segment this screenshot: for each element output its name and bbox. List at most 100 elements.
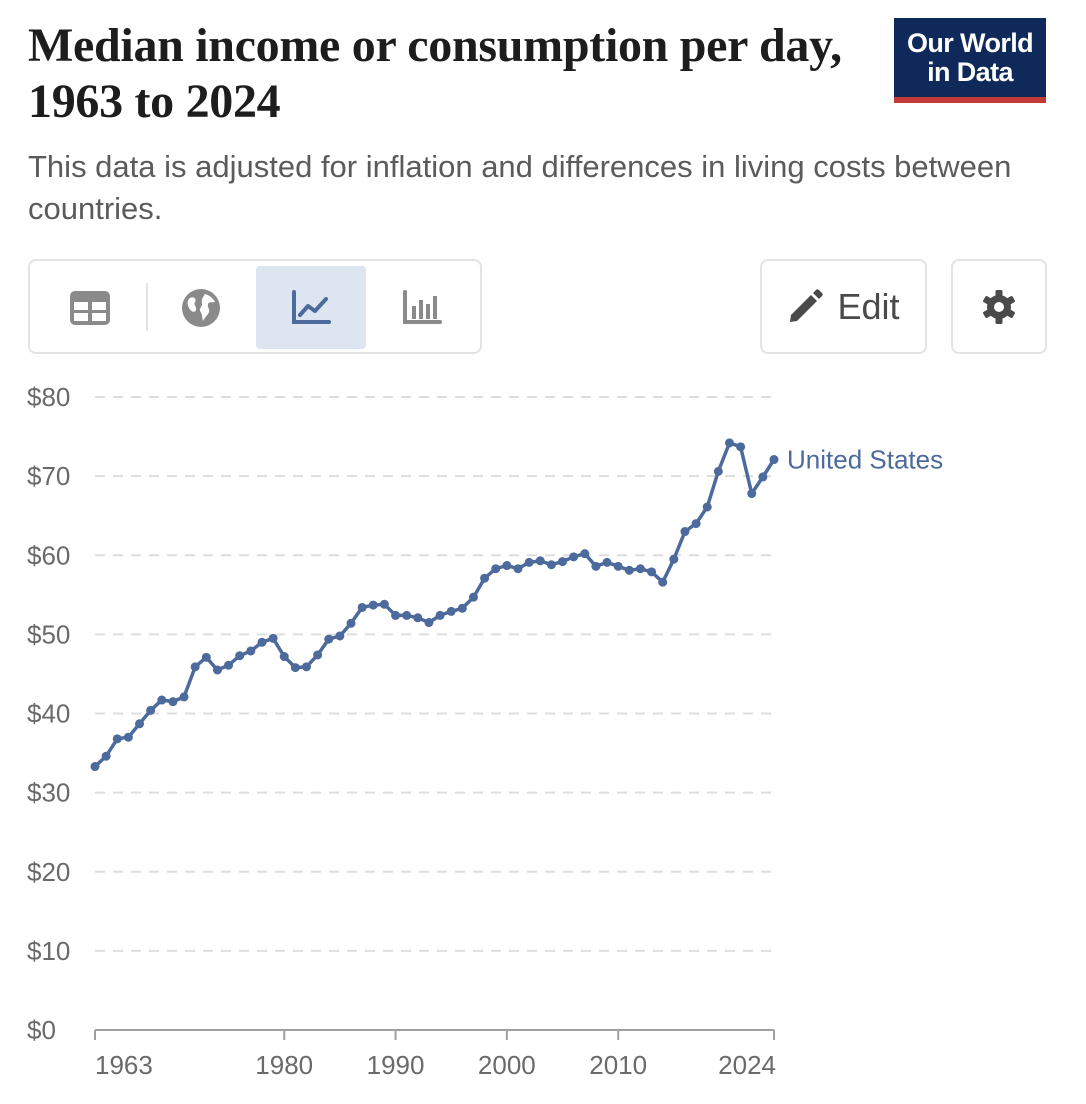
y-tick-label: $30 xyxy=(27,778,70,808)
data-point[interactable] xyxy=(502,561,512,571)
data-point[interactable] xyxy=(346,618,356,628)
owid-logo[interactable]: Our World in Data xyxy=(894,18,1046,103)
data-point[interactable] xyxy=(146,705,156,715)
data-point[interactable] xyxy=(201,652,211,662)
pencil-icon xyxy=(790,288,824,322)
data-point[interactable] xyxy=(613,561,623,571)
view-tab-bar xyxy=(28,259,482,354)
data-point[interactable] xyxy=(391,610,401,620)
data-point[interactable] xyxy=(101,751,111,761)
data-point[interactable] xyxy=(769,455,779,465)
data-point[interactable] xyxy=(335,631,345,641)
data-point[interactable] xyxy=(624,565,634,575)
x-tick-label: 2000 xyxy=(478,1050,536,1080)
edit-button[interactable]: Edit xyxy=(760,259,927,354)
y-tick-label: $70 xyxy=(27,461,70,491)
data-point[interactable] xyxy=(546,560,556,570)
line-chart: $0 $10 $20 $30 $40 $50 $60 $70 $80 1963 1980 1990 2… xyxy=(27,382,943,1080)
data-point[interactable] xyxy=(313,650,323,660)
data-point[interactable] xyxy=(235,651,245,661)
tab-divider xyxy=(146,283,148,331)
data-point[interactable] xyxy=(558,557,568,567)
data-point[interactable] xyxy=(602,557,612,567)
x-tick-label: 1980 xyxy=(255,1050,313,1080)
edit-button-label: Edit xyxy=(837,285,900,327)
data-point[interactable] xyxy=(212,665,222,675)
x-tick-label: 1963 xyxy=(95,1050,153,1080)
data-point[interactable] xyxy=(691,519,701,529)
data-point[interactable] xyxy=(446,606,456,616)
data-point[interactable] xyxy=(713,466,723,476)
data-point[interactable] xyxy=(669,554,679,564)
data-point[interactable] xyxy=(424,618,434,628)
tab-chart[interactable] xyxy=(256,266,366,349)
data-point[interactable] xyxy=(90,762,100,772)
data-point[interactable] xyxy=(246,646,256,656)
data-point[interactable] xyxy=(290,663,300,673)
data-point[interactable] xyxy=(324,634,334,644)
logo-line-1: Our World xyxy=(906,27,1034,58)
y-tick-label: $20 xyxy=(27,857,70,887)
data-point[interactable] xyxy=(224,660,234,670)
series-layer: United States xyxy=(90,438,943,772)
y-tick-label: $80 xyxy=(27,382,70,412)
data-point[interactable] xyxy=(301,662,311,672)
series-line-united-states[interactable] xyxy=(93,441,776,768)
series-label-united-states[interactable]: United States xyxy=(787,445,943,475)
data-point[interactable] xyxy=(157,695,167,705)
data-point[interactable] xyxy=(279,652,289,662)
y-tick-label: $50 xyxy=(27,619,70,649)
data-point[interactable] xyxy=(658,577,668,587)
data-point[interactable] xyxy=(357,602,367,612)
data-point[interactable] xyxy=(112,734,122,744)
y-tick-label: $60 xyxy=(27,540,70,570)
data-point[interactable] xyxy=(513,564,523,574)
data-point[interactable] xyxy=(468,592,478,602)
y-tick-label: $40 xyxy=(27,699,70,729)
x-tick-label: 2010 xyxy=(589,1050,647,1080)
logo-line-2: in Data xyxy=(927,56,1013,87)
data-point[interactable] xyxy=(724,438,734,448)
data-point[interactable] xyxy=(535,556,545,566)
data-point[interactable] xyxy=(268,633,278,643)
data-point[interactable] xyxy=(702,502,712,512)
data-point[interactable] xyxy=(457,603,467,613)
data-point[interactable] xyxy=(591,561,601,571)
data-point[interactable] xyxy=(524,557,534,567)
data-point[interactable] xyxy=(736,442,746,452)
settings-button[interactable] xyxy=(951,259,1047,354)
data-point[interactable] xyxy=(368,600,378,610)
tab-table[interactable] xyxy=(35,266,145,349)
x-tick-label: 1990 xyxy=(367,1050,425,1080)
data-point[interactable] xyxy=(190,662,200,672)
data-point[interactable] xyxy=(435,610,445,620)
chart-subtitle: This data is adjusted for inflation and … xyxy=(28,149,1012,226)
data-point[interactable] xyxy=(179,692,189,702)
data-point[interactable] xyxy=(569,552,579,562)
data-point[interactable] xyxy=(680,527,690,537)
data-point[interactable] xyxy=(379,599,389,609)
data-point[interactable] xyxy=(123,732,133,742)
bar-chart-icon xyxy=(403,289,442,324)
data-point[interactable] xyxy=(402,610,412,620)
data-point[interactable] xyxy=(480,573,490,583)
x-tick-label: 2024 xyxy=(718,1050,776,1080)
chart-title: Median income or consumption per day, 19… xyxy=(28,19,842,128)
data-point[interactable] xyxy=(491,564,501,574)
data-point[interactable] xyxy=(747,489,757,499)
data-point[interactable] xyxy=(257,637,267,647)
line-chart-icon xyxy=(292,289,331,324)
globe-icon xyxy=(182,288,220,327)
data-point[interactable] xyxy=(647,567,657,577)
y-tick-label: $0 xyxy=(27,1015,56,1045)
data-point[interactable] xyxy=(135,719,145,729)
data-point[interactable] xyxy=(758,472,768,482)
data-point[interactable] xyxy=(168,697,178,707)
data-point[interactable] xyxy=(413,613,423,623)
tab-map[interactable] xyxy=(146,266,256,349)
tab-marimekko[interactable] xyxy=(367,266,477,349)
data-point[interactable] xyxy=(635,564,645,574)
x-axis: 1963 1980 1990 2000 2010 2024 xyxy=(94,1029,776,1080)
table-icon xyxy=(70,290,110,325)
data-point[interactable] xyxy=(580,549,590,559)
